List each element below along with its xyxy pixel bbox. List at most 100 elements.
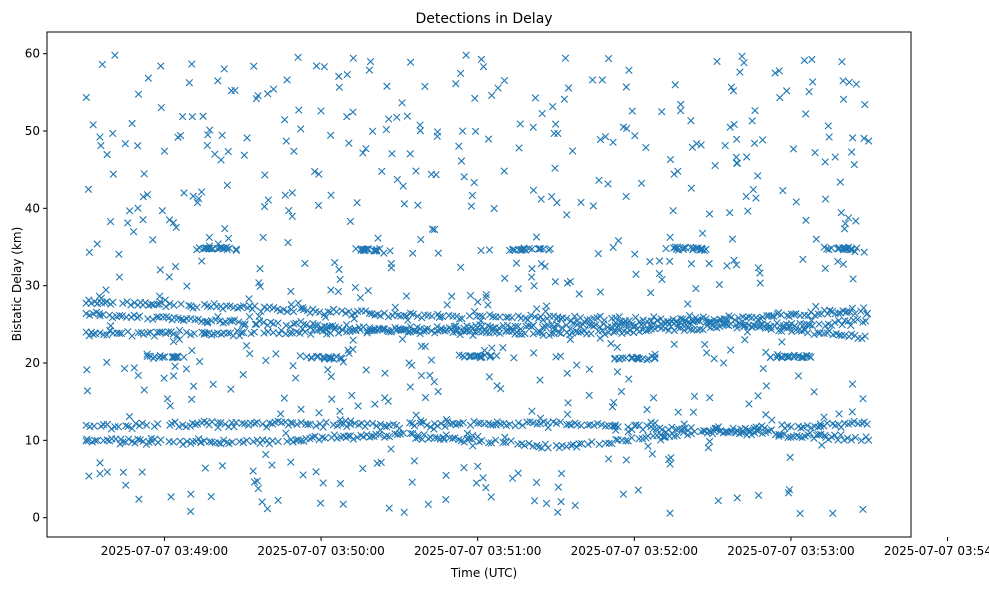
detection-point-clutter (434, 249, 443, 257)
detection-point-clutter (388, 149, 396, 158)
detection-point-track-d (346, 420, 355, 429)
detection-point-track-d (128, 424, 136, 433)
detection-point-clutter (326, 323, 334, 331)
detection-point-track-c (722, 321, 731, 329)
detection-point-clutter (260, 202, 269, 211)
detection-point-clutter (393, 113, 401, 122)
detection-point-track-a (823, 310, 832, 318)
detection-point-clutter (102, 286, 110, 294)
detection-point-clutter (754, 491, 763, 499)
detection-point-clutter (577, 198, 585, 207)
detection-point-clutter (254, 484, 262, 493)
detection-point-track-d (803, 421, 811, 430)
detection-point-clutter (221, 224, 229, 233)
detection-point-clutter (488, 344, 496, 352)
detection-point-clutter (443, 301, 451, 309)
detection-point-track-e (93, 436, 102, 445)
detection-point-clutter (730, 256, 738, 265)
detection-point-clutter (149, 236, 157, 244)
detection-point-clutter (538, 109, 546, 118)
detection-point-clutter (744, 207, 752, 215)
detection-point-clutter (754, 264, 763, 272)
detection-point-track-e (409, 429, 417, 438)
detection-point-track-g (662, 244, 670, 253)
detection-point-clutter (382, 125, 391, 134)
detection-point-clutter (515, 144, 523, 152)
detection-point-clutter (685, 311, 694, 320)
detection-point-track-e (274, 437, 282, 446)
detection-point-track-e (735, 429, 744, 438)
detection-point-track-a (768, 312, 776, 320)
detection-point-clutter (530, 497, 539, 505)
detection-point-clutter (782, 87, 791, 95)
detection-point-clutter (160, 374, 168, 382)
detection-point-track-f (455, 351, 463, 359)
detection-point-track-b (579, 320, 587, 329)
detection-point-clutter (596, 334, 604, 342)
detection-point-clutter (165, 273, 173, 281)
detection-point-clutter (510, 354, 518, 362)
detection-point-track-f (320, 354, 329, 362)
detection-point-track-b (788, 327, 796, 336)
detection-point-track-c (696, 325, 704, 333)
detection-point-track-e (831, 431, 839, 439)
detection-point-clutter (250, 62, 258, 70)
detection-point-track-c (615, 325, 624, 334)
detection-point-clutter (195, 357, 204, 366)
detection-point-clutter (820, 413, 828, 421)
detection-point-track-e (525, 439, 533, 448)
detection-point-clutter (792, 198, 800, 206)
detection-point-track-c (725, 321, 733, 330)
detection-point-clutter (759, 364, 767, 373)
detection-point-track-e (157, 436, 165, 444)
detection-point-clutter (732, 261, 741, 269)
detection-point-track-d (441, 422, 449, 431)
detection-point-track-a (394, 311, 402, 319)
detection-point-clutter (799, 353, 808, 361)
detection-point-track-c (673, 323, 682, 331)
detection-point-clutter (762, 382, 771, 390)
detection-point-track-e (318, 433, 326, 441)
detection-point-track-f (160, 353, 169, 361)
detection-point-clutter (383, 82, 391, 91)
detection-point-clutter (655, 269, 664, 278)
detection-point-clutter (417, 417, 425, 425)
detection-point-track-c (290, 320, 298, 328)
detection-point-track-c (800, 320, 808, 329)
detection-point-clutter (566, 335, 575, 344)
detection-point-clutter (189, 192, 197, 200)
detection-point-track-b (229, 332, 238, 340)
detection-point-track-g (361, 245, 369, 254)
detection-point-track-b (814, 329, 822, 337)
detection-point-track-e (806, 429, 814, 437)
detection-point-track-a (141, 299, 149, 307)
detection-point-clutter (299, 471, 307, 479)
detection-point-track-g (232, 245, 240, 253)
detection-point-clutter (740, 322, 748, 331)
detection-point-clutter (732, 135, 741, 143)
detection-point-track-c (665, 326, 673, 335)
detection-point-clutter (456, 69, 465, 78)
detection-point-track-d (486, 420, 495, 429)
detection-point-clutter (442, 471, 450, 479)
detection-point-clutter (262, 450, 270, 459)
detection-point-track-e (431, 433, 439, 442)
detection-point-clutter (775, 430, 783, 439)
detection-point-clutter (343, 70, 351, 79)
detection-point-track-b (288, 329, 297, 337)
detection-point-clutter (721, 141, 729, 150)
detection-point-clutter (611, 318, 620, 327)
detection-point-clutter (211, 150, 219, 158)
detection-point-track-c (760, 322, 768, 330)
detection-point-track-b (164, 328, 173, 336)
detection-point-track-c (153, 313, 161, 321)
detection-point-clutter (458, 127, 467, 135)
detection-point-clutter (245, 295, 253, 303)
detection-point-clutter (472, 479, 481, 487)
detection-point-track-a (289, 307, 298, 316)
detection-point-clutter (362, 366, 370, 374)
detection-point-track-a (400, 311, 408, 320)
detection-point-track-d (153, 420, 162, 428)
detection-point-track-d (90, 422, 98, 430)
detection-point-track-d (787, 423, 795, 431)
